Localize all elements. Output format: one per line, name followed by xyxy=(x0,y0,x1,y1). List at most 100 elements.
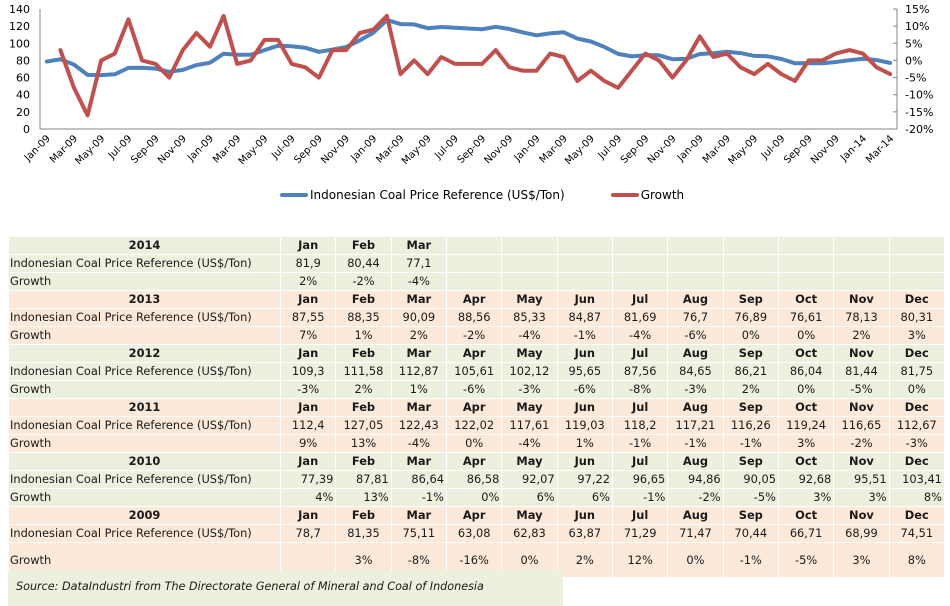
growth-cell xyxy=(611,272,669,291)
price-cell: 117,61 xyxy=(501,416,558,435)
price-cell: 111,58 xyxy=(335,362,392,381)
price-cell xyxy=(501,254,558,273)
month-header xyxy=(777,236,835,255)
month-header: Oct xyxy=(777,344,835,363)
growth-cell xyxy=(501,272,558,291)
growth-cell xyxy=(722,272,779,291)
year-label: 2013 xyxy=(8,290,281,309)
month-header: Nov xyxy=(833,290,890,309)
month-header: Jul xyxy=(611,506,669,525)
price-cell xyxy=(722,254,779,273)
growth-cell: -6% xyxy=(556,380,613,399)
month-header: Dec xyxy=(888,290,945,309)
month-header: May xyxy=(501,452,558,471)
year-label: 2012 xyxy=(8,344,281,363)
price-cell: 81,35 xyxy=(335,524,392,543)
year-header-row: 2012 Jan Feb Mar Apr May Jun Jul Aug Sep Oct Nov Dec xyxy=(8,344,945,363)
price-cell: 94,86 xyxy=(667,470,724,489)
series-line-growth xyxy=(58,13,893,118)
growth-cell: -1% xyxy=(556,326,613,345)
month-header: Jul xyxy=(611,398,669,417)
x-tick-label: Nov-09 xyxy=(482,133,515,166)
month-header: Dec xyxy=(888,398,945,417)
growth-cell: -4% xyxy=(390,434,447,453)
month-header: Aug xyxy=(667,398,724,417)
month-header: Oct xyxy=(777,506,835,525)
price-cell: 105,61 xyxy=(445,362,503,381)
price-cell: 71,29 xyxy=(611,524,669,543)
y-left-tick-label: 60 xyxy=(16,72,30,85)
price-cell xyxy=(777,254,835,273)
y-left-tick-label: 20 xyxy=(16,106,30,119)
year-label: 2009 xyxy=(8,506,281,525)
price-cell: 97,22 xyxy=(556,470,613,489)
price-cell: 63,08 xyxy=(445,524,503,543)
month-header xyxy=(556,236,613,255)
x-tick-label: May-09 xyxy=(74,133,108,167)
x-tick-label: May-09 xyxy=(237,133,271,167)
growth-cell xyxy=(833,272,890,291)
x-tick-label: May-09 xyxy=(726,133,760,167)
y-right-tick-label: -20% xyxy=(905,123,933,136)
growth-cell: -4% xyxy=(501,326,558,345)
x-tick-label: May-09 xyxy=(400,133,434,167)
price-row: Indonesian Coal Price Reference (US$/Ton… xyxy=(8,362,945,381)
month-header: Mar xyxy=(390,398,447,417)
x-tick-label: Sep-09 xyxy=(129,133,162,166)
price-cell: 70,44 xyxy=(722,524,779,543)
growth-cell: -2% xyxy=(833,434,890,453)
coal-price-chart: 0 20 40 60 80 100 120 140 -20% -15% -10% -5% 0% 5% 10… xyxy=(9,3,933,167)
price-cell: 68,99 xyxy=(833,524,890,543)
month-header: Aug xyxy=(667,506,724,525)
growth-cell: 1% xyxy=(335,326,392,345)
month-header: Jan xyxy=(279,236,337,255)
growth-cell: -1% xyxy=(722,542,779,578)
y-right-tick-label: 10% xyxy=(905,20,929,33)
growth-cell xyxy=(667,272,724,291)
growth-cell: 2% xyxy=(279,272,337,291)
month-header: Jan xyxy=(279,290,337,309)
month-header: Feb xyxy=(335,344,392,363)
month-header: May xyxy=(501,344,558,363)
month-header: Feb xyxy=(335,506,392,525)
price-row-label: Indonesian Coal Price Reference (US$/Ton… xyxy=(8,524,281,543)
month-header xyxy=(501,236,558,255)
price-row: Indonesian Coal Price Reference (US$/Ton… xyxy=(8,254,945,273)
month-header: May xyxy=(501,398,558,417)
month-header xyxy=(722,236,779,255)
source-note: Source: DataIndustri from The Directorat… xyxy=(8,570,563,606)
x-tick-label: Sep-09 xyxy=(619,133,652,166)
year-header-row: 2010 Jan Feb Mar Apr May Jun Jul Aug Sep Oct Nov Dec xyxy=(8,452,945,471)
price-cell: 76,61 xyxy=(777,308,835,327)
growth-cell: 0% xyxy=(667,542,724,578)
growth-cell: 0% xyxy=(722,326,779,345)
price-cell: 71,47 xyxy=(667,524,724,543)
price-cell: 90,05 xyxy=(722,470,779,489)
growth-cell: -3% xyxy=(888,434,945,453)
growth-cell: -1% xyxy=(611,488,669,507)
price-cell: 81,75 xyxy=(888,362,945,381)
price-cell: 122,43 xyxy=(390,416,447,435)
month-header: Oct xyxy=(777,398,835,417)
price-cell: 109,3 xyxy=(279,362,337,381)
price-cell: 112,67 xyxy=(888,416,945,435)
x-tick-label: Sep-09 xyxy=(292,133,325,166)
growth-cell: 0% xyxy=(445,434,503,453)
coal-price-table-wrapper: 2014 Jan Feb Mar Indonesian Coal Price Refer… xyxy=(8,236,945,578)
price-cell: 77,39 xyxy=(279,470,337,489)
price-cell: 92,07 xyxy=(501,470,558,489)
month-header: Feb xyxy=(335,452,392,471)
y-right-tick-label: -5% xyxy=(905,72,926,85)
x-tick-label: May-09 xyxy=(563,133,597,167)
month-header: Jul xyxy=(611,344,669,363)
growth-row: Growth 7% 1% 2% -2% -4% -1% -4% -6% 0% 0% 2% 3% xyxy=(8,326,945,345)
growth-cell: 9% xyxy=(279,434,337,453)
x-tick-label: Jan-09 xyxy=(185,133,216,164)
growth-cell: 8% xyxy=(888,488,945,507)
x-tick-label: Nov-09 xyxy=(156,133,189,166)
price-cell: 77,1 xyxy=(390,254,447,273)
month-header: Sep xyxy=(722,344,779,363)
growth-row: Growth 2% -2% -4% xyxy=(8,272,945,291)
month-header: Nov xyxy=(833,452,890,471)
price-row: Indonesian Coal Price Reference (US$/Ton… xyxy=(8,524,945,543)
